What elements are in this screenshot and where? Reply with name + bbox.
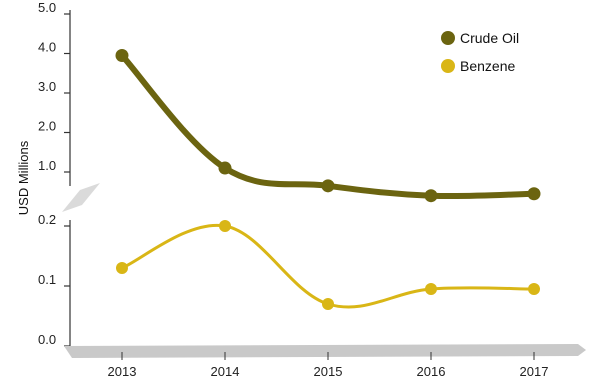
point-benzene-2015	[322, 298, 334, 310]
series-line-benzene	[120, 223, 536, 309]
y-tick-label-upper-4: 5.0	[38, 0, 56, 15]
point-benzene-2013	[116, 262, 128, 274]
y-tick-label-lower-0: 0.0	[38, 332, 56, 347]
point-benzene-2014	[219, 220, 231, 232]
y-tick-label-upper-1: 2.0	[38, 119, 56, 134]
point-crude-oil-2015	[321, 179, 335, 193]
x-tick-label-2014: 2014	[211, 364, 240, 379]
legend-marker-crude-oil	[441, 31, 455, 45]
y-tick-label-upper-2: 3.0	[38, 79, 56, 94]
x-tick-label-2017: 2017	[520, 364, 549, 379]
legend-label-benzene: Benzene	[460, 58, 515, 74]
legend-label-crude-oil: Crude Oil	[460, 30, 519, 46]
y-tick-label-upper-3: 4.0	[38, 40, 56, 55]
point-crude-oil-2013	[115, 48, 129, 62]
x-axis-bar	[64, 344, 586, 358]
point-benzene-2016	[425, 283, 437, 295]
y-tick-label-lower-2: 0.2	[38, 212, 56, 227]
y-tick-label-lower-1: 0.1	[38, 272, 56, 287]
x-tick-label-2015: 2015	[314, 364, 343, 379]
y-axis-break-marker	[62, 183, 100, 212]
point-crude-oil-2017	[527, 187, 541, 201]
point-crude-oil-2014	[218, 161, 232, 175]
axes: 1.0 2.0 3.0 4.0 5.0 0.0 0.1 0.2 2013 2014 2015 2016…	[38, 0, 586, 379]
legend: Crude Oil Benzene	[441, 30, 519, 74]
legend-marker-benzene	[441, 59, 455, 73]
x-tick-label-2013: 2013	[108, 364, 137, 379]
point-crude-oil-2016	[424, 189, 438, 203]
y-tick-label-upper-0: 1.0	[38, 158, 56, 173]
series-line-crude-oil	[119, 52, 537, 200]
series-layer	[115, 48, 541, 310]
x-tick-label-2016: 2016	[417, 364, 446, 379]
point-benzene-2017	[528, 283, 540, 295]
y-axis-title: USD Millions	[16, 140, 31, 215]
